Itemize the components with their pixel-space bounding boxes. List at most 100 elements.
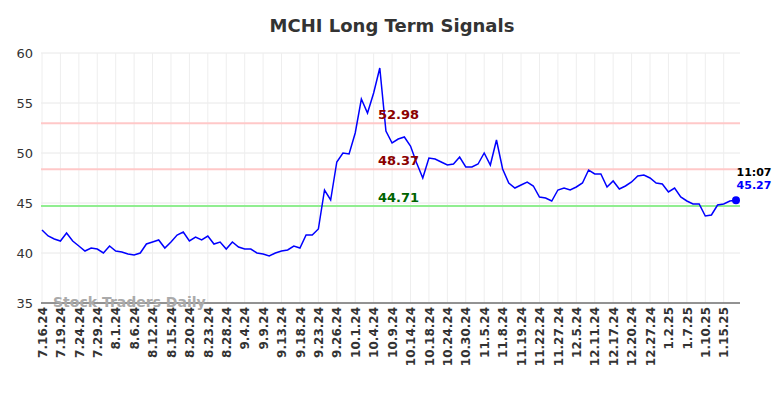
grid-line [41, 253, 740, 254]
tick-label: 10.14.24 [404, 307, 418, 366]
tick: 11.19.24 [515, 303, 529, 366]
tick: 11.27.24 [552, 303, 566, 366]
grid-line [447, 53, 448, 303]
level-line [41, 168, 740, 170]
tick-label: 9.23.24 [312, 307, 326, 358]
grid-line [613, 53, 614, 303]
grid-line [465, 53, 466, 303]
tick-label: 8.12.24 [146, 307, 160, 358]
grid-line [97, 53, 98, 303]
tick-label: 10.9.24 [386, 307, 400, 358]
grid [41, 53, 740, 303]
tick: 8.20.24 [183, 303, 197, 358]
tick-label: 10.30.24 [459, 307, 473, 366]
grid-line [392, 53, 393, 303]
grid-line [576, 53, 577, 303]
tick-label: 10.24.24 [441, 307, 455, 366]
plot-area [41, 68, 740, 256]
tick-label: 8.6.24 [128, 307, 142, 350]
watermark: Stock Traders Daily [53, 294, 206, 310]
grid-line [299, 53, 300, 303]
grid-line [41, 53, 740, 54]
tick: 1.2.25 [662, 303, 676, 350]
tick-label: 12.11.24 [588, 307, 602, 366]
x-axis: 7.16.247.19.247.24.247.29.248.1.248.6.24… [36, 303, 740, 366]
level-label: 52.98 [378, 107, 419, 122]
grid-line [355, 53, 356, 303]
tick: 9.9.24 [257, 303, 271, 350]
grid-line [594, 53, 595, 303]
y-axis: 354045505560 [16, 46, 41, 311]
tick: 10.14.24 [404, 303, 418, 366]
tick-label: 9.9.24 [257, 307, 271, 350]
grid-line [134, 53, 135, 303]
tick: 9.23.24 [312, 303, 326, 358]
tick-label: 8.1.24 [109, 307, 123, 350]
tick-label: 40 [16, 246, 33, 261]
price-line [42, 68, 736, 256]
tick-label: 9.26.24 [330, 307, 344, 358]
last-point [732, 196, 740, 204]
tick: 1.7.25 [681, 303, 695, 350]
tick-label: 11.27.24 [552, 307, 566, 366]
chart: MCHI Long Term Signals3540455055607.16.2… [0, 0, 784, 398]
tick: 8.15.24 [165, 303, 179, 358]
tick: 8.28.24 [220, 303, 234, 358]
grid-line [281, 53, 282, 303]
tick: 12.5.24 [570, 303, 584, 358]
tick-label: 1.7.25 [681, 307, 695, 350]
tick: 50 [16, 146, 41, 161]
tick: 10.9.24 [386, 303, 400, 358]
grid-line [539, 53, 540, 303]
tick-label: 60 [16, 46, 33, 61]
tick-label: 7.24.24 [73, 307, 87, 358]
tick-label: 7.16.24 [36, 307, 50, 358]
tick-label: 12.27.24 [644, 307, 658, 366]
tick-label: 9.4.24 [238, 307, 252, 350]
tick: 10.1.24 [349, 303, 363, 358]
tick-label: 10.1.24 [349, 307, 363, 358]
tick-label: 8.23.24 [202, 307, 216, 358]
background [0, 0, 784, 398]
tick-label: 1.10.25 [699, 307, 713, 358]
tick: 40 [16, 246, 41, 261]
level-line [41, 205, 740, 207]
tick-label: 9.18.24 [294, 307, 308, 358]
tick-label: 45 [16, 196, 33, 211]
grid-line [226, 53, 227, 303]
tick-label: 10.18.24 [423, 307, 437, 366]
tick-label: 12.20.24 [625, 307, 639, 366]
tick-label: 11.19.24 [515, 307, 529, 366]
tick: 9.13.24 [275, 303, 289, 358]
grid-line [189, 53, 190, 303]
tick-label: 8.20.24 [183, 307, 197, 358]
tick: 1.15.25 [717, 303, 731, 358]
tick-label: 11.8.24 [496, 307, 510, 358]
grid-line [686, 53, 687, 303]
title: MCHI Long Term Signals [270, 15, 515, 36]
tick: 1.10.25 [699, 303, 713, 358]
grid-line [668, 53, 669, 303]
grid-line [115, 53, 116, 303]
tick-label: 11.22.24 [533, 307, 547, 366]
tick-label: 55 [16, 96, 33, 111]
tick: 60 [16, 46, 41, 61]
tick: 12.20.24 [625, 303, 639, 366]
tick-label: 12.17.24 [607, 307, 621, 366]
tick: 7.24.24 [73, 303, 87, 358]
time-label: 11:07 [736, 166, 771, 179]
tick: 9.26.24 [330, 303, 344, 358]
tick: 11.8.24 [496, 303, 510, 358]
tick: 7.16.24 [36, 303, 50, 358]
grid-line [521, 53, 522, 303]
grid-line [78, 53, 79, 303]
grid-line [336, 53, 337, 303]
tick: 9.18.24 [294, 303, 308, 358]
tick-label: 12.5.24 [570, 307, 584, 358]
grid-line [41, 103, 740, 104]
tick-label: 1.15.25 [717, 307, 731, 358]
tick: 10.24.24 [441, 303, 455, 366]
tick: 7.29.24 [91, 303, 105, 358]
tick-label: 10.4.24 [367, 307, 381, 358]
grid-line [723, 53, 724, 303]
